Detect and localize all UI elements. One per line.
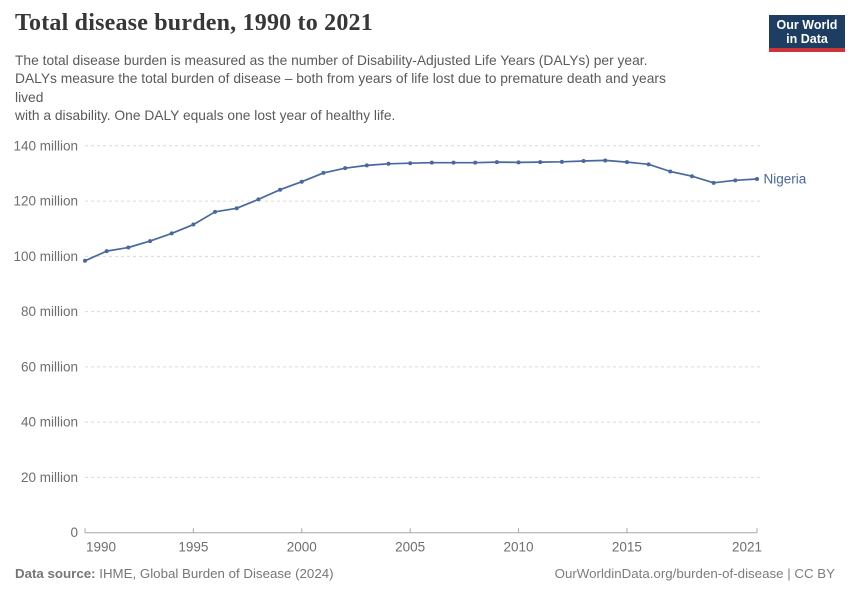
data-point [364, 163, 369, 168]
data-point [234, 206, 239, 211]
data-point [83, 258, 87, 263]
line-chart-plot-area[interactable]: 140 million 120 million 100 million 80 mill… [0, 135, 850, 560]
data-point [148, 239, 153, 244]
data-point [191, 222, 196, 227]
data-point [646, 162, 651, 167]
data-point [689, 174, 694, 179]
x-axis-tick-label: 1995 [178, 540, 208, 555]
data-point [126, 245, 131, 250]
data-point [581, 158, 586, 163]
data-source-value: IHME, Global Burden of Disease (2024) [95, 566, 334, 581]
data-point [451, 160, 456, 165]
data-point [321, 170, 326, 175]
y-axis-tick-label: 120 million [13, 194, 78, 209]
y-axis-tick-label: 100 million [13, 249, 78, 264]
y-axis-tick-label: 60 million [21, 359, 78, 374]
data-point [755, 176, 759, 181]
y-axis-tick-label: 80 million [21, 304, 78, 319]
series-line-nigeria[interactable] [84, 159, 758, 262]
x-axis-tick-label: 1990 [86, 540, 116, 555]
data-point [733, 178, 738, 183]
y-axis-tick-label: 40 million [21, 415, 78, 430]
series-label-nigeria[interactable]: Nigeria [764, 171, 807, 186]
data-point [473, 160, 478, 165]
data-point [711, 180, 716, 185]
owid-logo-line2: in Data [786, 32, 828, 46]
data-point [299, 179, 304, 184]
data-point [538, 160, 543, 165]
data-point [603, 158, 608, 163]
attribution-link[interactable]: OurWorldinData.org/burden-of-disease | C… [554, 566, 835, 581]
x-axis-tick-label: 2015 [612, 540, 642, 555]
data-point [213, 209, 218, 214]
data-point [494, 160, 499, 165]
data-point [408, 161, 413, 166]
data-point [386, 161, 391, 166]
x-axis-tick-label: 2010 [504, 540, 534, 555]
data-point [624, 160, 629, 165]
data-point [104, 249, 109, 254]
x-axis-tick-label: 2005 [395, 540, 425, 555]
y-axis-tick-label: 20 million [21, 470, 78, 485]
data-point [559, 159, 564, 164]
y-axis-tick-label: 0 [70, 525, 78, 540]
data-point [278, 187, 283, 192]
data-source: Data source: IHME, Global Burden of Dise… [15, 566, 334, 581]
data-point [256, 197, 261, 202]
data-point [429, 160, 434, 165]
owid-logo[interactable]: Our World in Data [769, 15, 845, 52]
chart-title: Total disease burden, 1990 to 2021 [15, 10, 373, 36]
data-point [516, 160, 521, 165]
chart-footer: Data source: IHME, Global Burden of Dise… [15, 566, 835, 581]
y-axis-tick-label: 140 million [13, 138, 78, 153]
data-point [668, 169, 673, 174]
chart-subtitle: The total disease burden is measured as … [15, 53, 666, 123]
x-axis-tick-label: 2021 [732, 540, 762, 555]
x-axis-tick-label: 2000 [287, 540, 317, 555]
data-point [343, 166, 348, 171]
owid-logo-line1: Our World [776, 18, 838, 32]
data-point [169, 231, 174, 236]
data-source-label: Data source: [15, 566, 96, 581]
